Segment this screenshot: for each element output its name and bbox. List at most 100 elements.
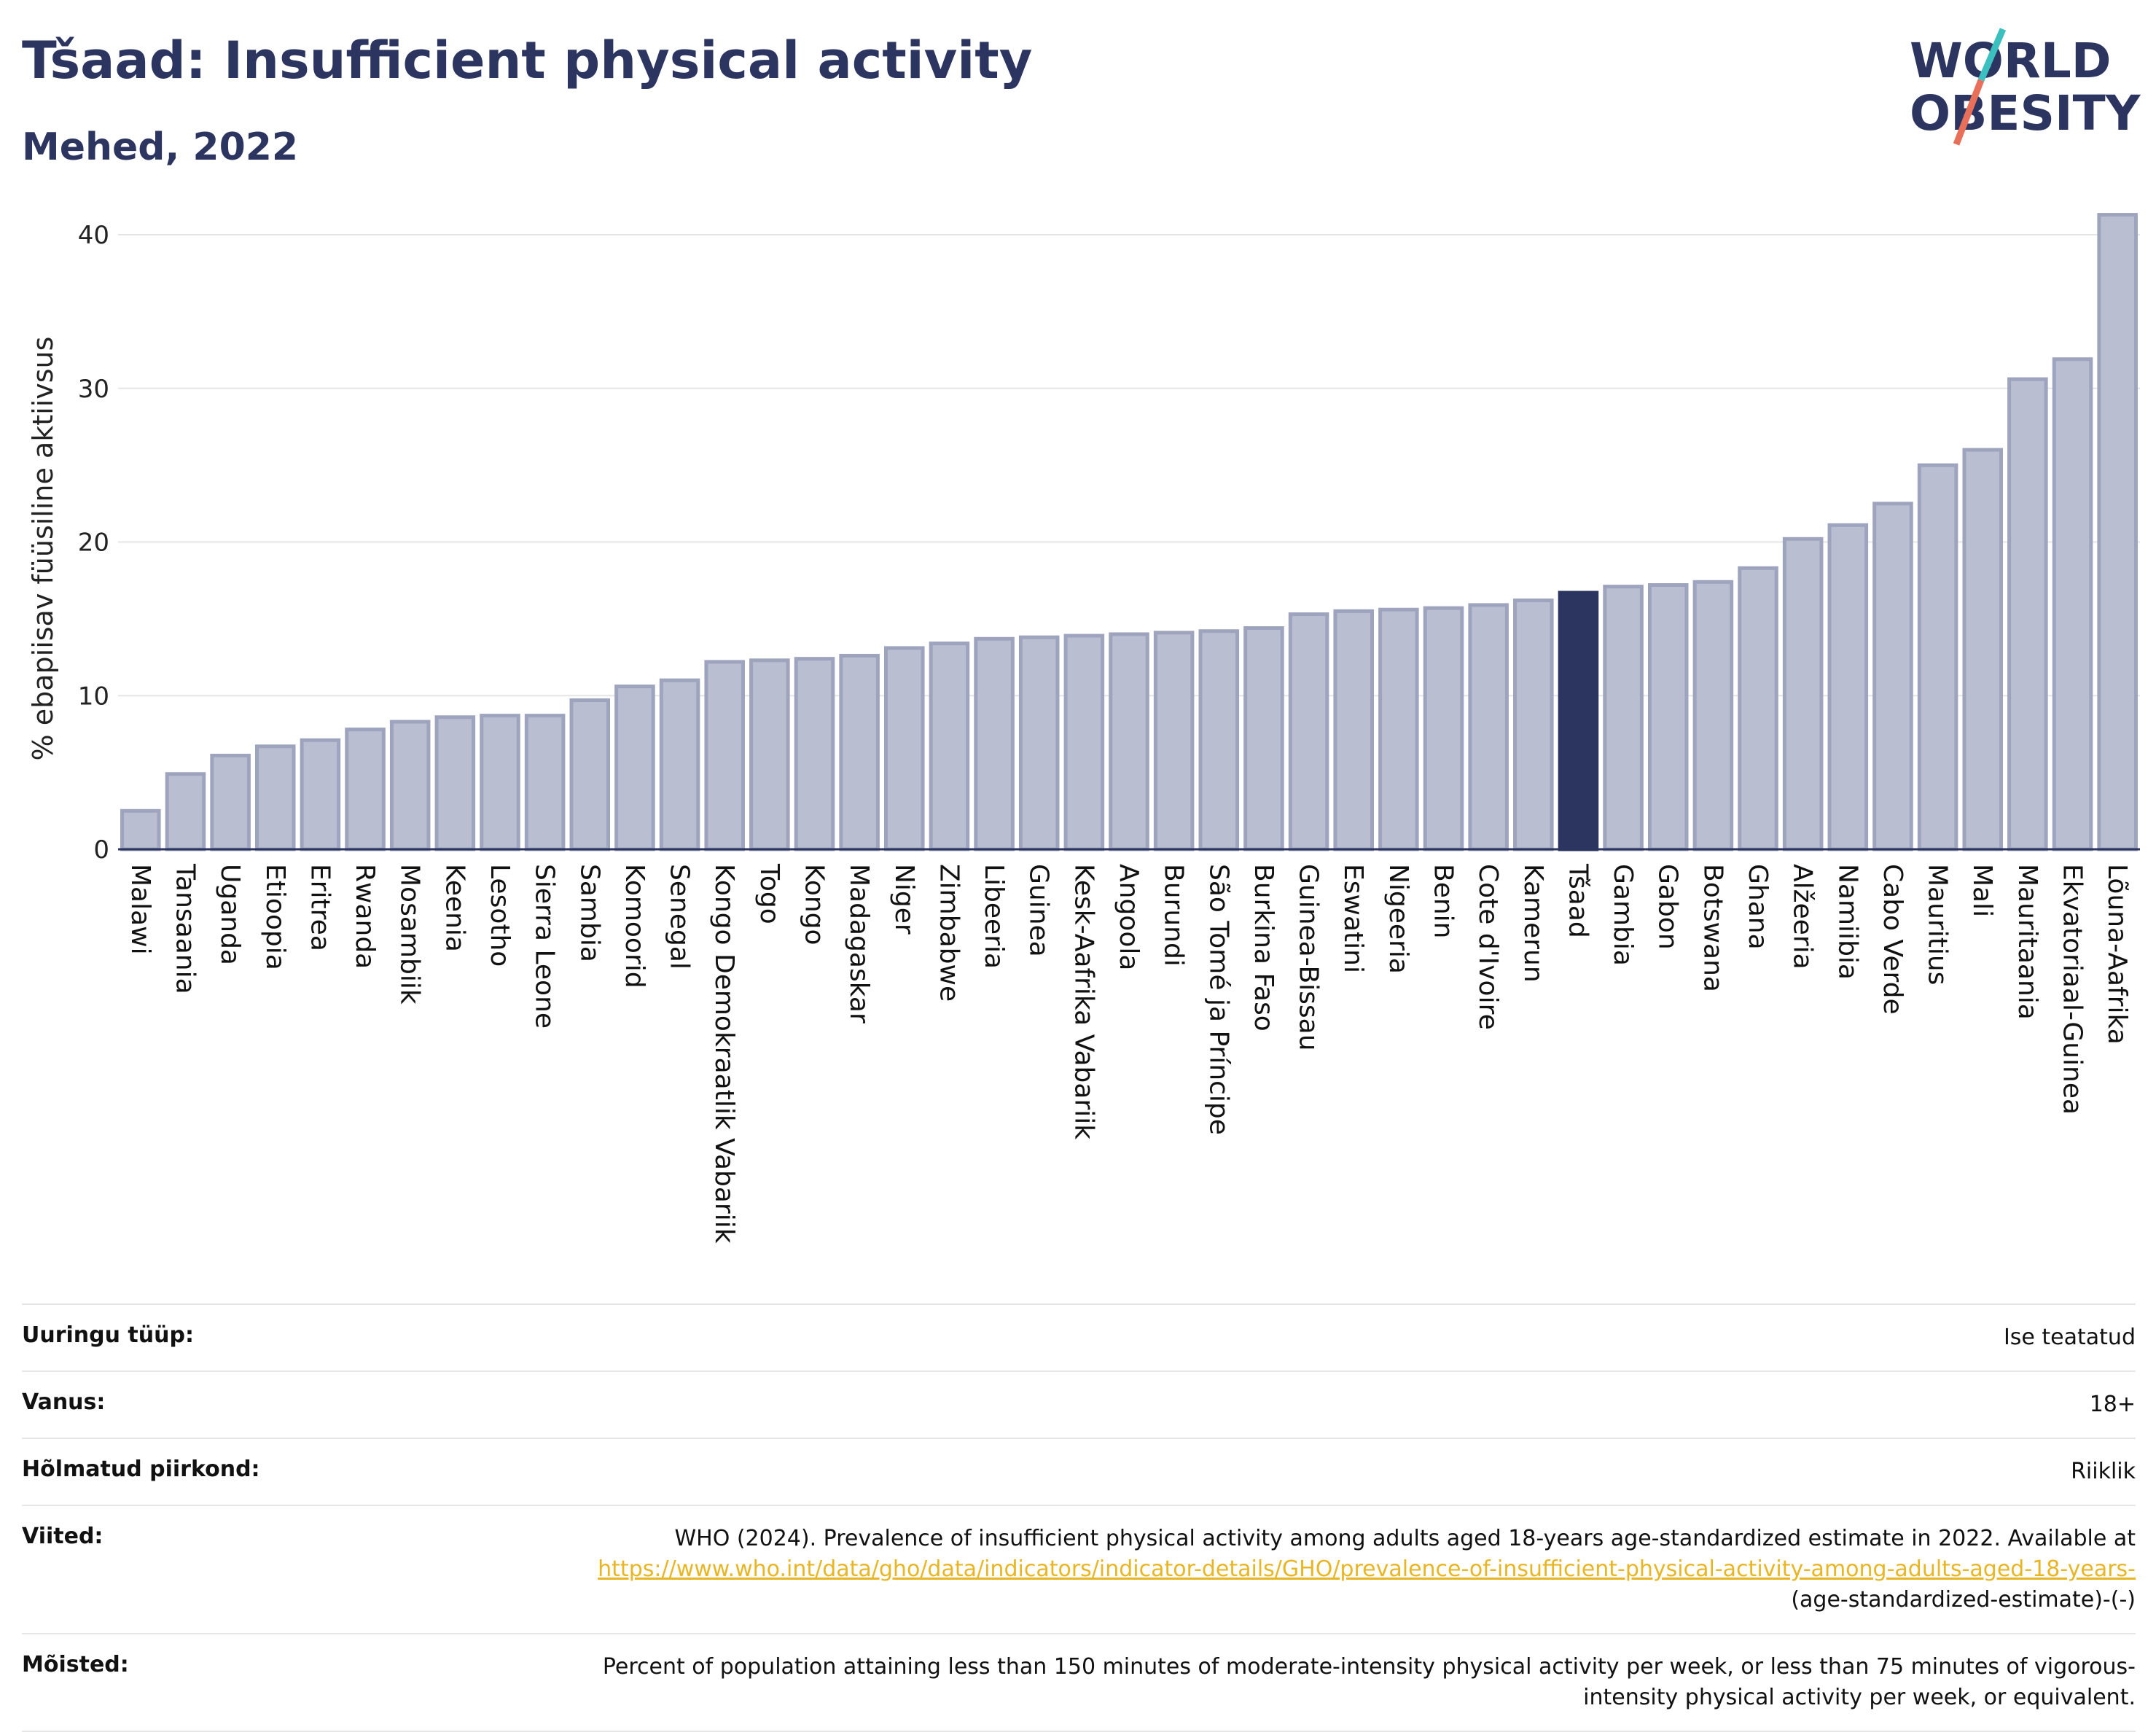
bar	[1288, 612, 1329, 851]
bar	[1962, 448, 2004, 851]
references-value: WHO (2024). Prevalence of insufficient p…	[569, 1524, 2136, 1615]
x-tick-label: Tšaad	[1563, 863, 1593, 938]
x-tick-label: Guinea-Bissau	[1294, 864, 1324, 1051]
references-label: Viited:	[22, 1524, 103, 1549]
x-tick-label: Kongo	[799, 864, 829, 946]
x-tick-label: Mauritius	[1923, 864, 1953, 985]
bar	[704, 660, 745, 851]
x-tick-label: Lesotho	[485, 864, 515, 967]
logo-line-2: OBESITY	[1910, 85, 2141, 141]
x-tick-label: Zimbabwe	[934, 864, 964, 1002]
bar	[480, 714, 520, 851]
bar	[1827, 523, 1869, 851]
meta-row-age: Vanus: 18+	[22, 1371, 2136, 1438]
x-tick-label: Kamerun	[1518, 864, 1548, 983]
x-tick-label: Gabon	[1653, 864, 1683, 950]
bar	[524, 714, 566, 851]
y-tick-label: 30	[78, 375, 109, 404]
x-tick-label: Namiibia	[1832, 864, 1862, 980]
bar	[839, 653, 880, 851]
x-tick-label: Cote d'Ivoire	[1473, 864, 1503, 1030]
bar	[1647, 583, 1689, 851]
chart-subtitle: Mehed, 2022	[22, 125, 299, 169]
x-tick-label: Angoola	[1114, 864, 1144, 970]
x-tick-label: Komoorid	[620, 864, 649, 989]
x-tick-label: Etioopia	[260, 864, 290, 970]
x-tick-label: Mosambiik	[395, 864, 425, 1005]
x-tick-label: Malawi	[125, 864, 155, 955]
bar	[1603, 585, 1644, 851]
x-tick-label: Mali	[1967, 864, 1997, 917]
bar	[1513, 599, 1554, 851]
bar	[345, 728, 386, 851]
bar	[659, 678, 700, 851]
bar	[794, 657, 835, 851]
area-value: Riiklik	[2071, 1459, 2136, 1484]
meta-row-survey-type: Uuringu tüüp: Ise teatatud	[22, 1303, 2136, 1371]
bar	[1872, 502, 1913, 851]
x-tick-label: Gambia	[1608, 864, 1638, 966]
bar-chart: 0 10 20 30 40 Malawi Tansaania Uganda Etioopia E…	[27, 213, 2140, 1244]
x-tick-label: Sierra Leone	[530, 864, 560, 1029]
x-tick-label: Madagaskar	[844, 864, 874, 1024]
bar	[1333, 609, 1374, 851]
bar	[300, 738, 341, 851]
bar	[1109, 632, 1149, 851]
x-tick-label: Alžeeria	[1788, 864, 1818, 970]
x-tick-label: Nigeeria	[1383, 864, 1413, 974]
meta-row-area: Hõlmatud piirkond: Riiklik	[22, 1438, 2136, 1505]
x-tick-label: Keenia	[440, 864, 469, 952]
bar	[1468, 603, 1509, 851]
x-tick-label: Sambia	[574, 864, 604, 962]
x-tick-label: Benin	[1429, 864, 1458, 938]
world-obesity-logo: WORLD OBESITY	[1910, 28, 2141, 146]
bar	[1782, 537, 1824, 851]
x-tick-label: Eritrea	[305, 864, 335, 951]
logo-line-1: WORLD	[1910, 33, 2112, 89]
x-tick-label: Cabo Verde	[1878, 864, 1907, 1015]
bar	[210, 753, 251, 851]
bar	[1692, 580, 1734, 851]
x-tick-label: Tansaania	[170, 863, 200, 994]
survey-type-value: Ise teatatud	[2003, 1325, 2136, 1350]
bar	[884, 646, 925, 851]
bar	[434, 715, 476, 851]
x-tick-label: Lõuna-Aafrika	[2102, 864, 2132, 1045]
bar	[1018, 635, 1060, 851]
x-tick-label: Burundi	[1159, 864, 1189, 967]
survey-type-label: Uuringu tüüp:	[22, 1322, 194, 1348]
bar	[1063, 633, 1105, 851]
x-tick-label: Kesk-Aafrika Vabariik	[1069, 864, 1098, 1139]
x-tick-label: Guinea	[1024, 864, 1054, 957]
age-label: Vanus:	[22, 1389, 106, 1415]
y-tick-labels: 0 10 20 30 40	[78, 221, 109, 865]
bar	[2097, 213, 2138, 851]
y-tick-label: 0	[93, 835, 109, 865]
bars	[120, 213, 2138, 851]
x-tick-label: Ghana	[1743, 864, 1773, 950]
references-text: WHO (2024). Prevalence of insufficient p…	[674, 1526, 2136, 1551]
metadata-table: Uuringu tüüp: Ise teatatud Vanus: 18+ Hõ…	[22, 1303, 2136, 1732]
x-tick-label: Libeeria	[979, 864, 1009, 969]
age-value: 18+	[2089, 1392, 2136, 1417]
references-link[interactable]: https://www.who.int/data/gho/data/indica…	[598, 1556, 2136, 1582]
bar	[165, 772, 206, 851]
bar	[974, 636, 1015, 851]
bar	[2052, 357, 2093, 851]
x-tick-label: Uganda	[215, 864, 245, 965]
x-tick-label: Togo	[754, 863, 784, 924]
bar	[749, 658, 790, 851]
bar	[120, 808, 161, 851]
x-tick-label: Eswatini	[1338, 864, 1368, 973]
y-tick-label: 10	[78, 682, 109, 711]
bar	[254, 744, 296, 851]
x-tick-label: Botswana	[1698, 864, 1727, 992]
meta-row-definitions: Mõisted: Percent of population attaining…	[22, 1633, 2136, 1732]
bar	[1738, 566, 1778, 851]
definitions-label: Mõisted:	[22, 1652, 129, 1677]
x-tick-label: Senegal	[665, 864, 695, 970]
bar	[1917, 463, 1958, 851]
bar	[1558, 590, 1599, 851]
x-tick-label: Kongo Demokraatlik Vabariik	[709, 864, 739, 1244]
references-tail: (age-standardized-estimate)-(-)	[1791, 1587, 2136, 1613]
